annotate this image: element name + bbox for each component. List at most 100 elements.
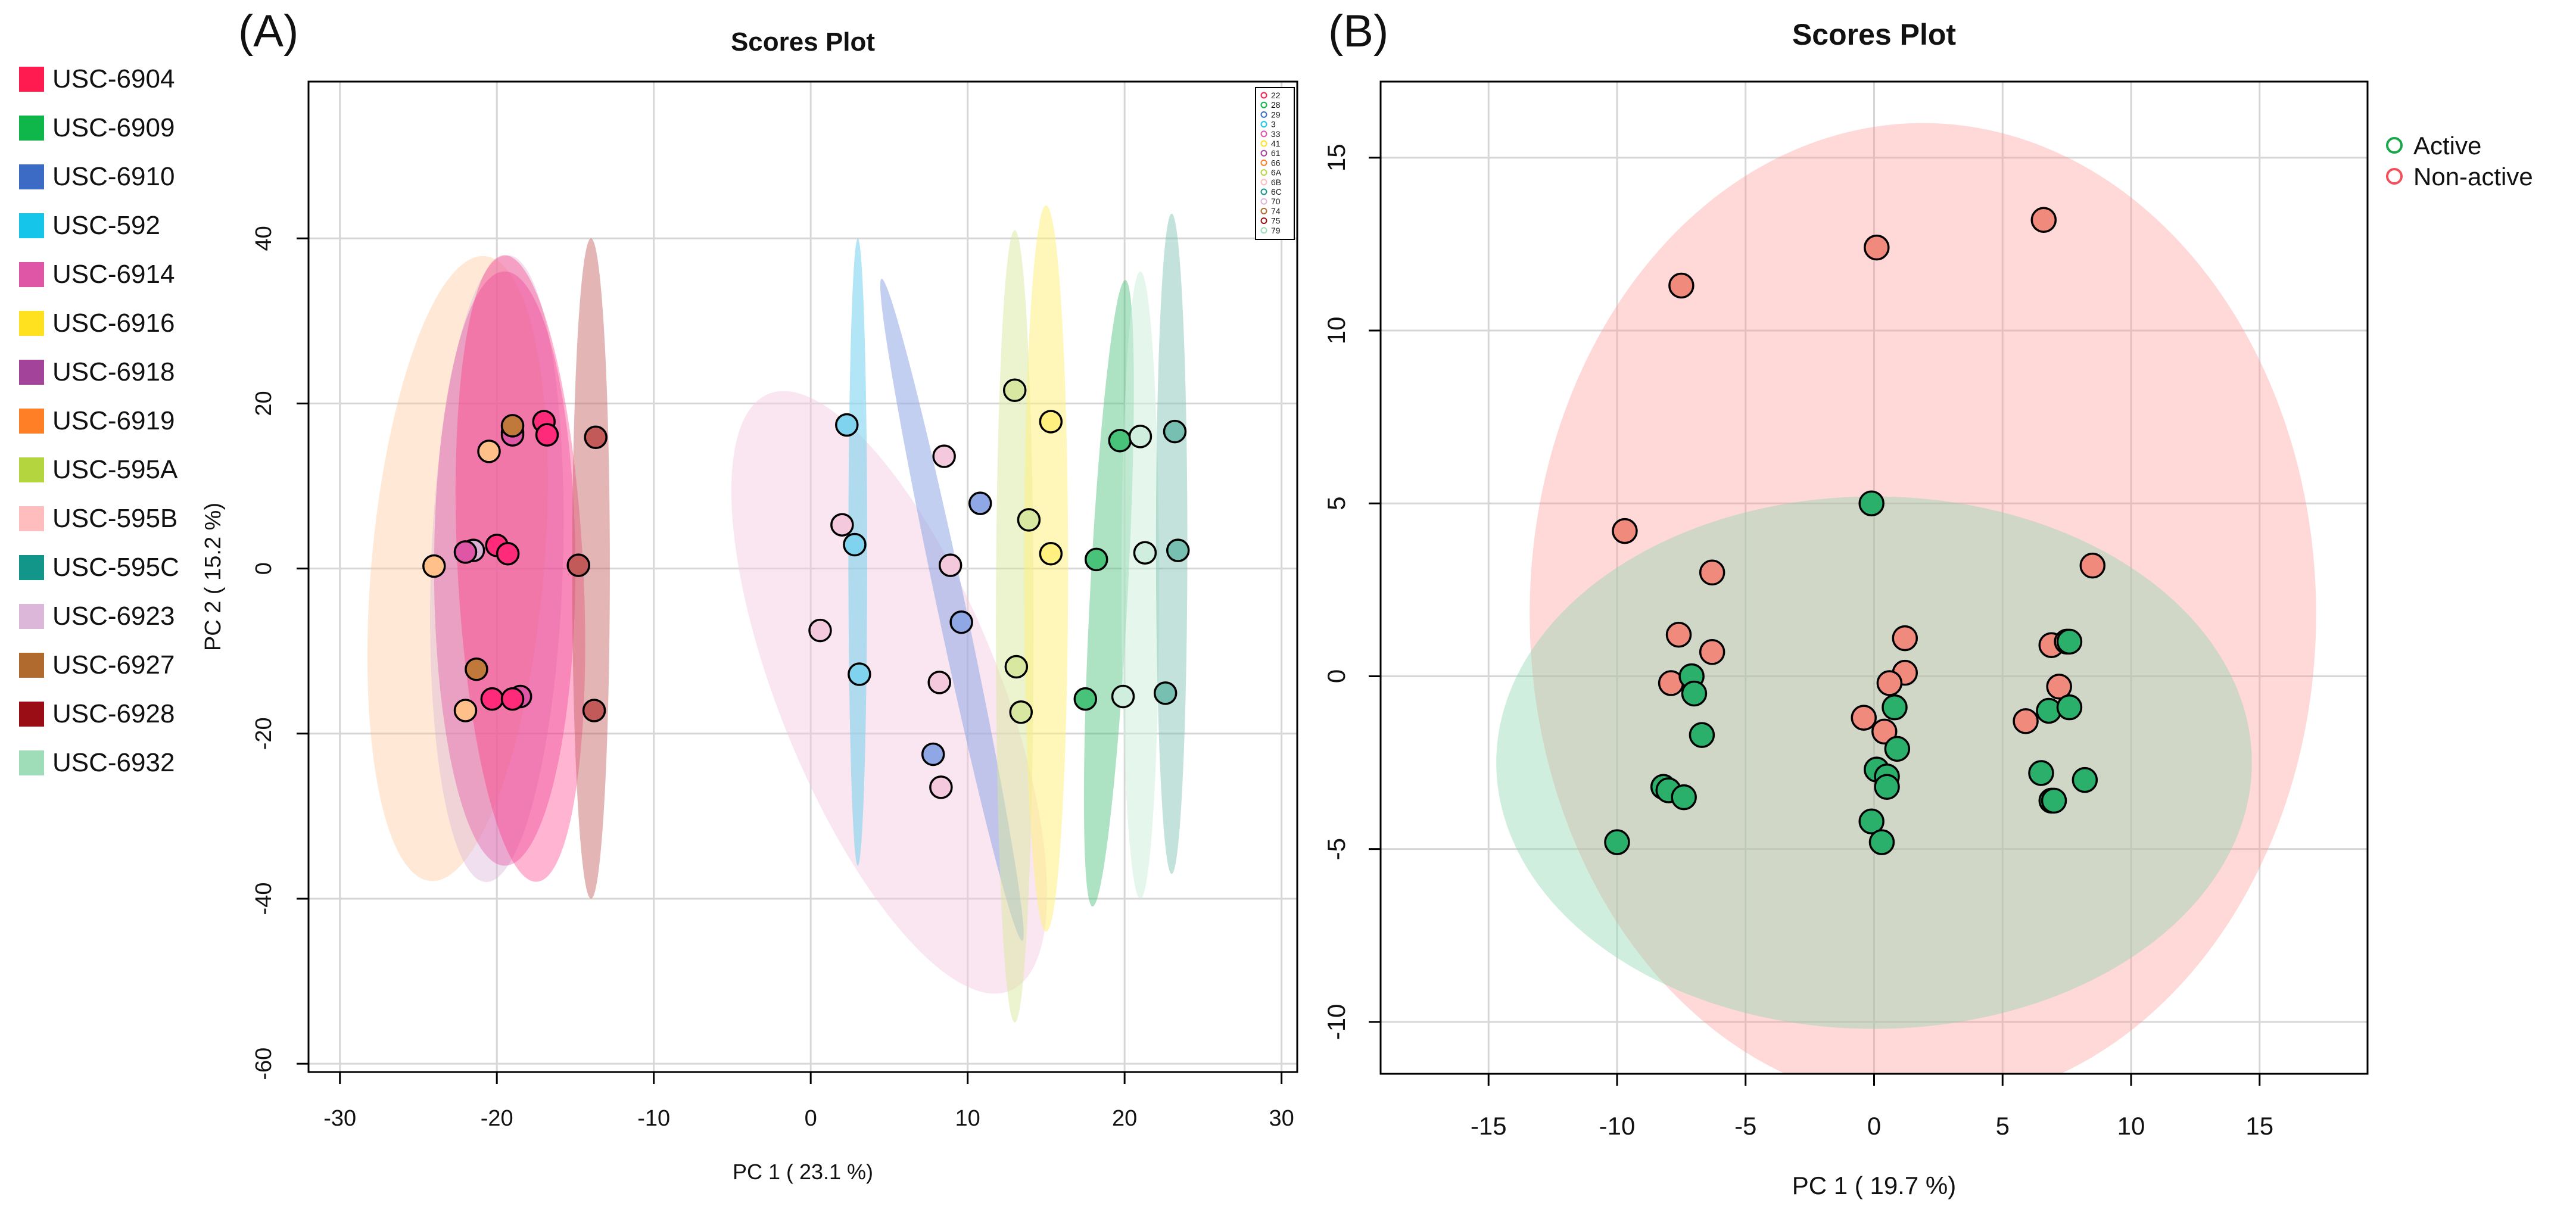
inner-legend-marker — [1260, 130, 1267, 138]
data-point — [453, 699, 478, 722]
y-tick-label: -60 — [251, 1048, 276, 1080]
inner-legend-label: 3 — [1271, 120, 1276, 129]
legend-label: Non-active — [2413, 163, 2533, 191]
panel-label: (B) — [1328, 6, 1388, 57]
legend-label: USC-6918 — [52, 357, 175, 387]
inner-legend-marker — [1260, 121, 1267, 128]
y-axis-label: PC 2 ( 15.2 %) — [201, 503, 226, 651]
legend-item: USC-595B — [19, 504, 177, 534]
data-point — [1017, 508, 1041, 532]
inner-legend-label: 41 — [1271, 139, 1281, 148]
legend-swatch — [19, 750, 44, 775]
data-point — [929, 775, 953, 799]
data-point — [477, 440, 501, 463]
y-tick-label: -20 — [251, 717, 276, 750]
data-point — [1612, 518, 1638, 544]
data-point — [500, 687, 525, 711]
plot-area — [309, 82, 1297, 1072]
data-point — [1163, 419, 1187, 444]
inner-legend-label: 79 — [1271, 226, 1281, 235]
confidence-ellipse — [1530, 123, 2316, 1074]
legend-marker — [2386, 168, 2403, 185]
x-tick-label: 30 — [1269, 1106, 1294, 1131]
x-tick-label: -10 — [1599, 1112, 1636, 1140]
legend-item: USC-6919 — [19, 406, 175, 436]
legend-item: USC-6932 — [19, 748, 175, 778]
y-tick-label: -10 — [1322, 1004, 1350, 1040]
y-tick-label: 15 — [1322, 144, 1350, 172]
legend-swatch — [19, 555, 44, 580]
x-tick-label: 0 — [1867, 1112, 1881, 1140]
confidence-ellipse — [1024, 205, 1069, 932]
data-point — [938, 553, 963, 577]
legend-item: USC-6904 — [19, 64, 175, 94]
inner-legend-label: 29 — [1271, 110, 1281, 119]
legend-swatch — [19, 311, 44, 336]
inner-legend-marker — [1260, 179, 1267, 186]
data-point — [480, 687, 504, 711]
legend-item: USC-6916 — [19, 309, 175, 338]
legend-item: USC-595C — [19, 553, 179, 582]
legend-label: USC-6927 — [52, 650, 175, 680]
chart-title: Scores Plot — [1792, 18, 1956, 51]
data-point — [1108, 429, 1132, 453]
x-axis-label: PC 1 ( 23.1 %) — [733, 1160, 873, 1184]
data-point — [1876, 670, 1903, 696]
legend-swatch — [19, 360, 44, 385]
inner-legend-marker — [1260, 207, 1267, 214]
data-point — [1133, 541, 1157, 565]
inner-legend-label: 66 — [1271, 158, 1281, 167]
data-point — [1892, 625, 1918, 652]
legend-swatch — [19, 262, 44, 287]
data-point — [968, 491, 992, 515]
x-tick-label: -30 — [323, 1106, 356, 1131]
data-point — [1699, 639, 1725, 665]
plot-frame — [307, 80, 1298, 1073]
data-point — [835, 413, 859, 437]
legend-label: USC-6919 — [52, 406, 175, 435]
data-point — [1604, 829, 1630, 855]
data-point — [2030, 207, 2057, 233]
inner-legend-label: 70 — [1271, 197, 1281, 206]
inner-legend-label: 6B — [1271, 177, 1281, 187]
legend-label: USC-6909 — [52, 113, 175, 142]
data-point — [2079, 552, 2106, 579]
legend-item: USC-6914 — [19, 260, 175, 289]
legend-item: USC-6909 — [19, 113, 175, 143]
data-point — [1884, 736, 1911, 762]
legend-label: Active — [2413, 132, 2481, 160]
data-point — [1166, 538, 1190, 562]
x-tick-label: 0 — [805, 1106, 817, 1131]
data-point — [500, 414, 525, 438]
inner-legend-label: 6C — [1271, 187, 1282, 197]
data-point — [1039, 410, 1063, 434]
legend-item: USC-6910 — [19, 162, 175, 192]
legend-item: USC-595A — [19, 455, 177, 485]
data-point — [1681, 680, 1708, 707]
data-point — [2056, 628, 2083, 655]
data-point — [2072, 766, 2098, 793]
data-point — [582, 699, 606, 722]
data-point — [1073, 687, 1098, 711]
data-point — [1882, 694, 1908, 721]
data-point — [453, 540, 478, 564]
y-tick-label: -40 — [251, 883, 276, 915]
legend-swatch — [19, 164, 44, 189]
data-point — [1665, 622, 1692, 648]
legend-label: USC-595B — [52, 504, 178, 533]
x-tick-label: -15 — [1471, 1112, 1507, 1140]
legend-swatch — [19, 457, 44, 482]
inner-legend-label: 33 — [1271, 129, 1281, 139]
legend-item: USC-6923 — [19, 602, 175, 631]
legend-label: USC-595A — [52, 455, 178, 484]
data-point — [1153, 681, 1178, 705]
data-point — [1871, 718, 1898, 745]
legend-label: USC-6910 — [52, 162, 175, 191]
data-point — [932, 444, 956, 468]
data-point — [1004, 655, 1029, 679]
inner-legend-marker — [1260, 159, 1267, 166]
data-point — [2028, 760, 2054, 786]
x-tick-label: -20 — [481, 1106, 513, 1131]
confidence-ellipse — [880, 279, 1024, 941]
data-point — [949, 610, 973, 634]
